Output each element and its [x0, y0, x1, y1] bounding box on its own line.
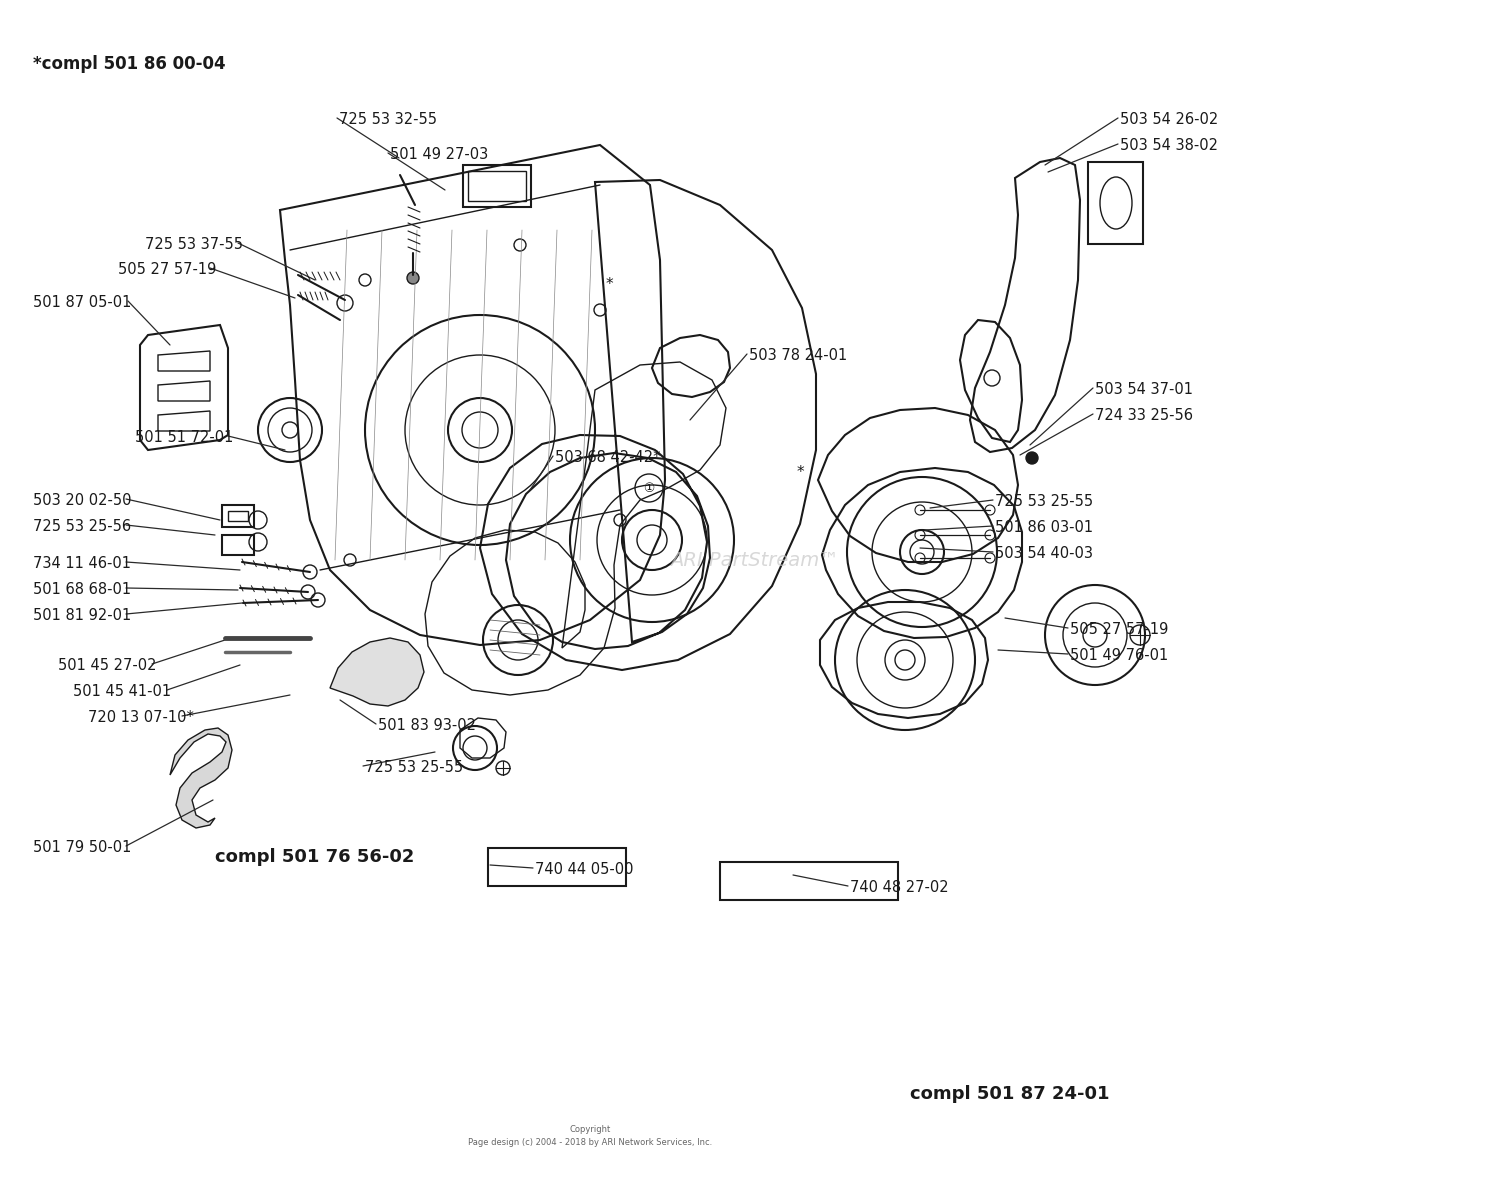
Circle shape [1026, 452, 1038, 464]
Text: 724 33 25-56: 724 33 25-56 [1095, 408, 1192, 422]
Text: 505 27 57-19: 505 27 57-19 [118, 262, 216, 277]
Text: 720 13 07-10*: 720 13 07-10* [88, 710, 194, 725]
Text: 501 49 27-03: 501 49 27-03 [390, 148, 489, 162]
Bar [222, 505, 254, 527]
Text: 505 27 57-19: 505 27 57-19 [1070, 622, 1168, 637]
Text: compl 501 76 56-02: compl 501 76 56-02 [214, 848, 414, 866]
Text: 503 78 24-01: 503 78 24-01 [748, 348, 847, 363]
Text: 501 45 41-01: 501 45 41-01 [74, 684, 171, 699]
Text: 725 53 32-55: 725 53 32-55 [339, 112, 436, 127]
Text: 740 48 27-02: 740 48 27-02 [850, 880, 948, 894]
Bar [228, 511, 248, 522]
Text: 501 68 68-01: 501 68 68-01 [33, 582, 130, 597]
Text: 501 51 72-01: 501 51 72-01 [135, 430, 234, 445]
Bar [488, 848, 626, 886]
Text: 725 53 37-55: 725 53 37-55 [146, 237, 243, 253]
Text: 501 79 50-01: 501 79 50-01 [33, 840, 132, 856]
Text: 503 54 40-03: 503 54 40-03 [994, 546, 1094, 560]
Text: 503 20 02-50: 503 20 02-50 [33, 493, 132, 509]
Text: 503 54 38-02: 503 54 38-02 [1120, 138, 1218, 153]
Text: *: * [604, 277, 613, 293]
Bar [720, 863, 898, 900]
Text: 725 53 25-56: 725 53 25-56 [33, 519, 130, 535]
Text: 734 11 46-01: 734 11 46-01 [33, 556, 130, 571]
Text: compl 501 87 24-01: compl 501 87 24-01 [910, 1084, 1110, 1103]
Bar [468, 171, 526, 201]
Polygon shape [330, 638, 424, 706]
Text: 501 87 05-01: 501 87 05-01 [33, 295, 132, 310]
Text: 501 81 92-01: 501 81 92-01 [33, 608, 132, 623]
Text: 501 45 27-02: 501 45 27-02 [58, 658, 156, 673]
Text: 740 44 05-00: 740 44 05-00 [536, 863, 633, 877]
Text: ARI PartStream™: ARI PartStream™ [670, 551, 838, 570]
Bar [222, 535, 254, 555]
Bar [1088, 162, 1143, 244]
Text: 725 53 25-55: 725 53 25-55 [994, 494, 1094, 509]
Text: Page design (c) 2004 - 2018 by ARI Network Services, Inc.: Page design (c) 2004 - 2018 by ARI Netwo… [468, 1138, 712, 1147]
Text: 503 54 26-02: 503 54 26-02 [1120, 112, 1218, 127]
Text: 501 83 93-02: 501 83 93-02 [378, 717, 476, 733]
Text: ①: ① [644, 481, 654, 494]
Text: *: * [796, 465, 804, 479]
Text: Copyright: Copyright [570, 1125, 610, 1134]
Text: *compl 501 86 00-04: *compl 501 86 00-04 [33, 55, 225, 73]
Text: 501 49 76-01: 501 49 76-01 [1070, 648, 1168, 663]
Text: 503 54 37-01: 503 54 37-01 [1095, 382, 1192, 396]
Circle shape [406, 273, 418, 284]
Text: 501 86 03-01: 501 86 03-01 [994, 520, 1094, 535]
Polygon shape [170, 728, 232, 828]
Text: 725 53 25-55: 725 53 25-55 [364, 760, 464, 775]
Text: 503 68 42-42*: 503 68 42-42* [555, 450, 660, 465]
Bar [464, 165, 531, 206]
